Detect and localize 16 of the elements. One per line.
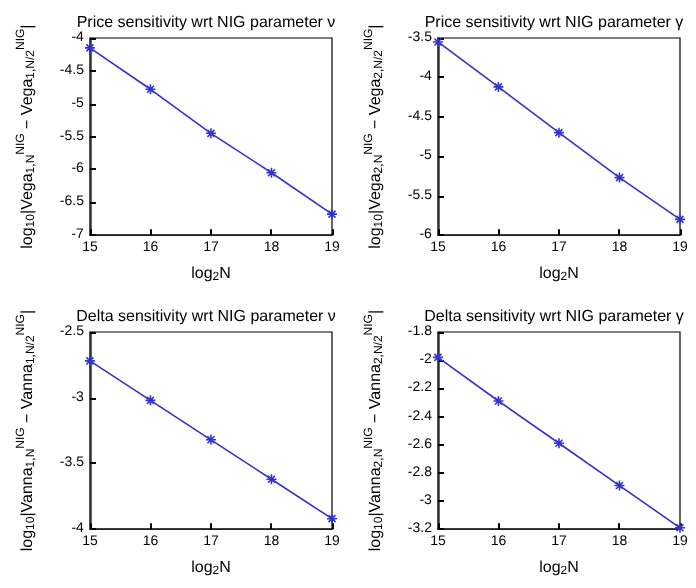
point <box>265 473 278 486</box>
point <box>205 127 217 140</box>
chart-title: Price sensitivity wrt NIG parameter γ <box>424 13 684 31</box>
point <box>144 394 157 407</box>
point <box>613 171 626 184</box>
chart-title: Delta sensitivity wrt NIG parameter ν <box>76 307 336 325</box>
point <box>553 126 565 139</box>
point <box>205 434 217 446</box>
point <box>265 166 278 179</box>
point <box>553 437 565 450</box>
chart-title: Price sensitivity wrt NIG parameter ν <box>76 13 336 31</box>
chart-title: Delta sensitivity wrt NIG parameter γ <box>424 307 684 325</box>
point <box>492 395 505 407</box>
point <box>492 81 505 93</box>
point <box>613 479 626 492</box>
point <box>144 83 157 96</box>
